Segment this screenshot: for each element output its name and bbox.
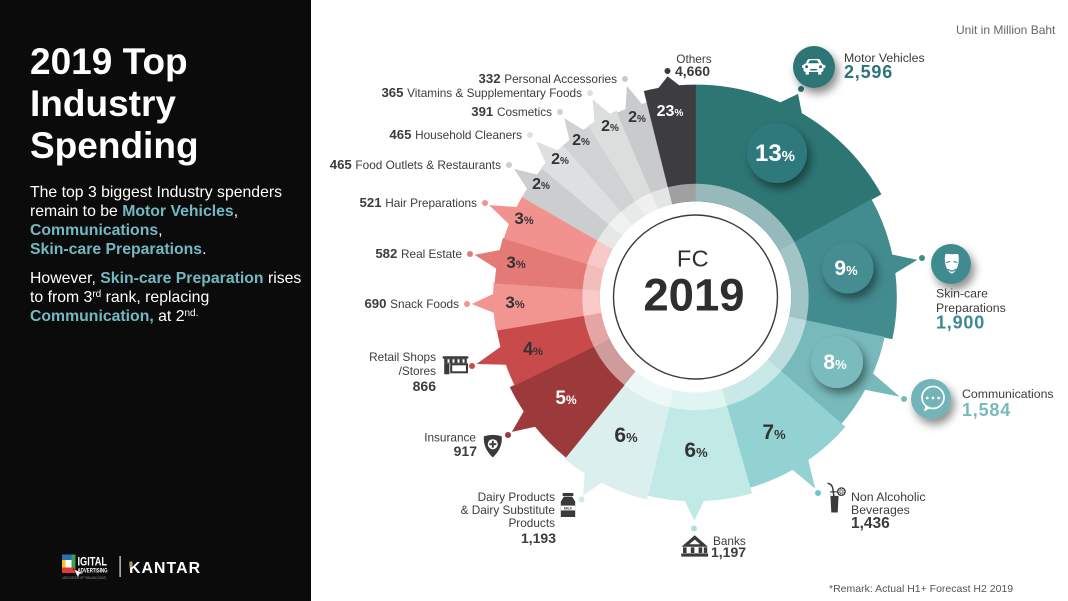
svg-text:1,584: 1,584 <box>962 400 1011 420</box>
svg-text:IGITAL: IGITAL <box>78 555 108 569</box>
svg-text:2,596: 2,596 <box>844 62 893 82</box>
svg-text:ASSOCIATION OF THAILAND (DAAT): ASSOCIATION OF THAILAND (DAAT) <box>62 576 106 580</box>
svg-text:Communications: Communications <box>962 387 1054 401</box>
svg-text:Retail Shops: Retail Shops <box>369 350 436 364</box>
svg-text:Unit in Million Baht: Unit in Million Baht <box>956 23 1056 37</box>
svg-text:9%: 9% <box>834 257 858 280</box>
svg-text:Communications,: Communications, <box>30 222 163 239</box>
svg-text:Spending: Spending <box>30 125 199 166</box>
svg-text:Skin-care Preparations.: Skin-care Preparations. <box>30 241 206 258</box>
svg-text:5%: 5% <box>555 388 577 409</box>
svg-text:Motor Vehicles: Motor Vehicles <box>844 51 925 65</box>
svg-text:However, Skin-care Preparation: However, Skin-care Preparation rises <box>30 270 301 287</box>
svg-text:465 Food Outlets & Restaurants: 465 Food Outlets & Restaurants <box>330 157 501 172</box>
svg-text:Preparations: Preparations <box>936 301 1006 315</box>
svg-text:2%: 2% <box>572 132 590 149</box>
svg-text:1,193: 1,193 <box>521 530 556 546</box>
svg-text:6%: 6% <box>684 439 708 462</box>
svg-text:6%: 6% <box>614 424 638 447</box>
svg-text:2019: 2019 <box>643 270 744 321</box>
svg-text:582 Real Estate: 582 Real Estate <box>375 246 462 261</box>
svg-text:*Remark: Actual H1+ Forecast H: *Remark: Actual H1+ Forecast H2 2019 <box>829 583 1013 595</box>
svg-text:521 Hair Preparations: 521 Hair Preparations <box>360 195 478 210</box>
svg-text:2%: 2% <box>601 118 619 135</box>
svg-text:& Dairy Substitute: & Dairy Substitute <box>461 503 556 517</box>
svg-text:Skin-care: Skin-care <box>936 287 988 301</box>
svg-text:1,197: 1,197 <box>711 544 746 560</box>
svg-text:The top 3 biggest Industry spe: The top 3 biggest Industry spenders <box>30 184 282 201</box>
svg-text:KANTAR: KANTAR <box>129 560 201 577</box>
svg-text:4,660: 4,660 <box>675 63 710 79</box>
svg-text:Dairy Products: Dairy Products <box>478 490 555 504</box>
svg-text:Insurance: Insurance <box>424 431 476 445</box>
svg-text:2%: 2% <box>551 151 569 168</box>
svg-text:8%: 8% <box>823 351 847 374</box>
svg-text:2%: 2% <box>628 109 646 126</box>
svg-text:/Stores: /Stores <box>399 364 436 378</box>
svg-text:2%: 2% <box>532 176 550 193</box>
svg-text:465 Household Cleaners: 465 Household Cleaners <box>389 127 522 142</box>
svg-text:917: 917 <box>454 443 478 459</box>
svg-text:23%: 23% <box>657 103 684 120</box>
svg-text:Banks: Banks <box>713 534 746 548</box>
svg-text:365 Vitamins & Supplementary F: 365 Vitamins & Supplementary Foods <box>381 85 582 100</box>
svg-text:Products: Products <box>508 516 555 530</box>
svg-text:7%: 7% <box>762 421 786 444</box>
svg-text:Beverages: Beverages <box>851 503 910 517</box>
svg-text:332 Personal Accessories: 332 Personal Accessories <box>479 71 618 86</box>
svg-text:866: 866 <box>413 378 437 394</box>
svg-text:ADVERTISING: ADVERTISING <box>78 568 108 575</box>
svg-text:690 Snack Foods: 690 Snack Foods <box>364 296 459 311</box>
svg-text:2019 Top: 2019 Top <box>30 41 188 82</box>
svg-text:Industry: Industry <box>30 83 176 124</box>
svg-text:1,900: 1,900 <box>936 313 985 333</box>
svg-text:MILK: MILK <box>564 506 573 510</box>
svg-text:Others: Others <box>676 52 712 66</box>
svg-text:391 Cosmetics: 391 Cosmetics <box>471 104 552 119</box>
svg-text:to from 3rd rank, replacing: to from 3rd rank, replacing <box>30 289 209 307</box>
svg-text:Non Alcoholic: Non Alcoholic <box>851 490 926 504</box>
svg-text:1,436: 1,436 <box>851 515 890 532</box>
svg-text:remain to be Motor Vehicles,: remain to be Motor Vehicles, <box>30 203 238 220</box>
svg-text:FC: FC <box>677 246 709 272</box>
svg-text:Communication, at 2nd.: Communication, at 2nd. <box>30 308 198 326</box>
